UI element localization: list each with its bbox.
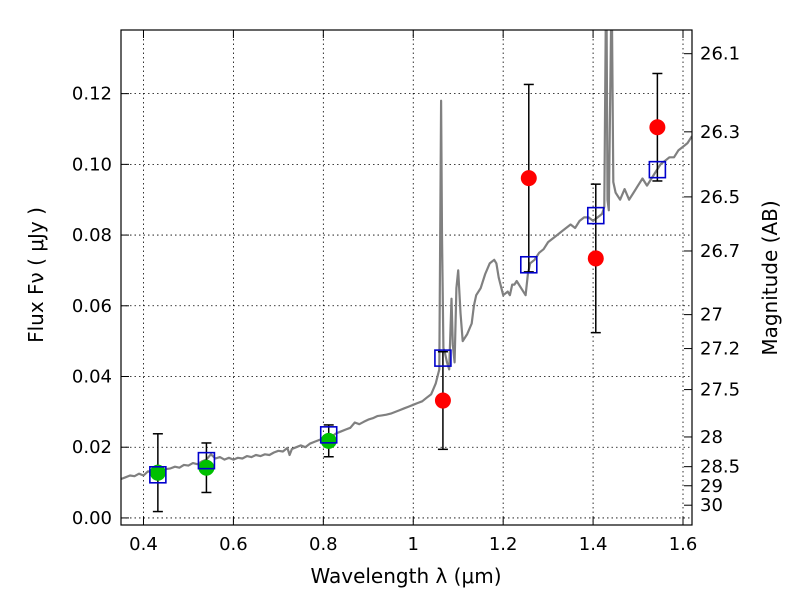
right-y-tick-label: 28.5	[700, 457, 740, 478]
tick-marks	[121, 30, 692, 525]
data-point-circle	[649, 119, 666, 136]
x-tick-label: 1.6	[669, 534, 698, 555]
y-tick-labels: 0.00 0.02 0.04 0.06 0.08 0.10 0.12	[72, 84, 112, 529]
marker-layer	[149, 119, 667, 484]
x-tick-labels: 0.4 0.6 0.8 1 1.2 1.4 1.6	[129, 534, 697, 555]
y-axis-label: Flux Fν ( μJy )	[24, 207, 48, 343]
grid-lines	[121, 30, 692, 525]
data-point-square	[149, 465, 167, 484]
right-y-tick-label: 27.5	[700, 380, 740, 401]
y-tick-label: 0.02	[72, 437, 112, 458]
right-y-tick-label: 29	[700, 476, 723, 497]
x-tick-label: 1.4	[579, 534, 608, 555]
right-y-tick-label: 27	[700, 305, 723, 326]
right-y-tick-label: 30	[700, 495, 723, 516]
data-point-square	[197, 451, 216, 470]
right-y-tick-label: 28	[700, 427, 723, 448]
x-tick-label: 0.4	[129, 534, 158, 555]
y-tick-label: 0.00	[72, 508, 112, 529]
y-tick-label: 0.08	[72, 225, 112, 246]
plot-frame	[120, 29, 693, 526]
data-point-circle	[198, 459, 215, 476]
data-point-circle	[320, 432, 337, 449]
data-point-square	[319, 426, 338, 444]
x-tick-label: 1.2	[489, 534, 518, 555]
data-point-square	[519, 255, 538, 274]
right-y-tick-label: 27.2	[700, 339, 740, 360]
right-y-tick-label: 26.1	[700, 44, 740, 65]
y-tick-label: 0.04	[72, 367, 112, 388]
data-point-square	[586, 206, 605, 225]
right-y-axis-label: Magnitude (AB)	[758, 200, 782, 355]
y-tick-label: 0.12	[72, 84, 112, 105]
x-tick-label: 1	[408, 534, 419, 555]
right-y-tick-label: 26.3	[700, 122, 740, 143]
data-point-square	[434, 349, 452, 367]
data-point-circle	[587, 250, 604, 267]
data-point-circle	[434, 392, 451, 409]
model-spectrum-layer	[121, 30, 692, 481]
x-axis-label: Wavelength λ (μm)	[310, 564, 501, 588]
right-y-tick-label: 26.5	[700, 187, 740, 208]
right-y-tick-label: 26.7	[700, 241, 740, 262]
y-tick-label: 0.06	[72, 296, 112, 317]
y-tick-label: 0.10	[72, 154, 112, 175]
x-tick-label: 0.6	[219, 534, 248, 555]
data-point-square	[648, 160, 667, 179]
x-tick-label: 0.8	[309, 534, 338, 555]
model-spectrum-line	[121, 30, 692, 481]
data-point-circle	[520, 170, 537, 187]
